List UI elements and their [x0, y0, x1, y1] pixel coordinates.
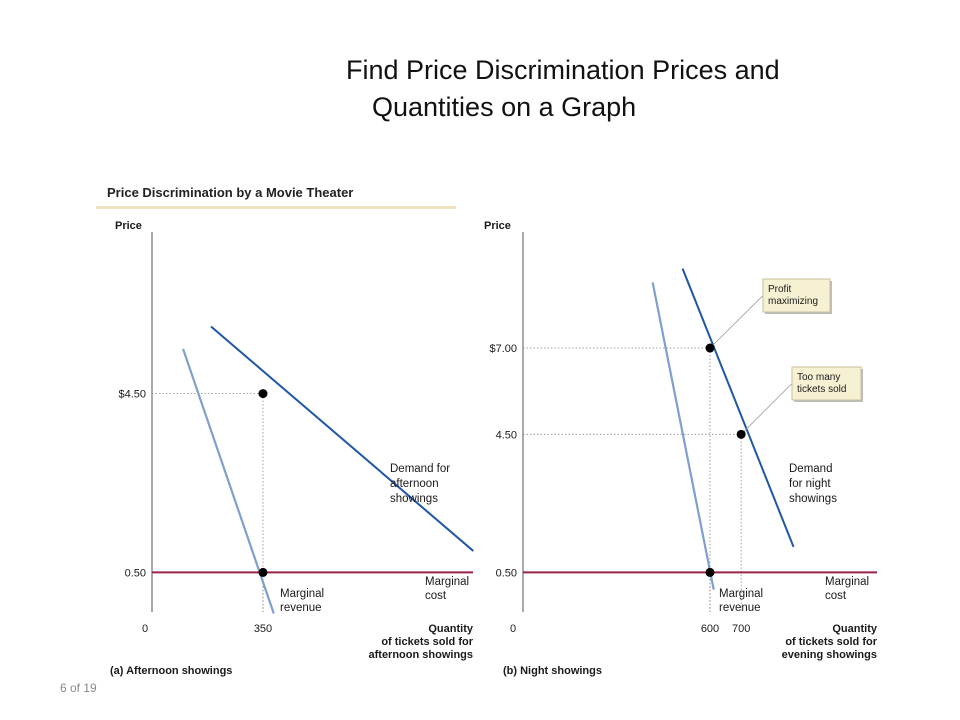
equilibrium-marker — [736, 429, 746, 439]
panel-label: (b) Night showings — [503, 665, 602, 677]
callout-leader — [709, 295, 764, 349]
x-axis-label: Quantity — [832, 623, 877, 635]
curve-label: Demand for — [390, 463, 450, 475]
callout-label: maximizing — [768, 296, 818, 307]
y-axis-label: Price — [115, 220, 142, 232]
x-axis-label: evening showings — [782, 649, 877, 661]
caption-underline — [96, 206, 456, 209]
y-tick-label: 4.50 — [496, 429, 517, 441]
curve-label: cost — [425, 590, 447, 602]
marginal-revenue-curve — [651, 282, 715, 590]
curve-label: Marginal — [280, 588, 324, 600]
callout-leader — [740, 383, 793, 435]
curve-label: Marginal — [825, 576, 869, 588]
origin-label: 0 — [142, 623, 148, 635]
equilibrium-marker — [705, 343, 715, 353]
y-axis-label: Price — [484, 220, 511, 232]
curve-label: Demand — [789, 463, 832, 475]
x-axis-label: of tickets sold for — [785, 636, 877, 648]
curve-label: Marginal — [425, 576, 469, 588]
x-tick-label: 700 — [732, 623, 750, 635]
y-tick-label: $7.00 — [489, 343, 517, 355]
slide-title-line-1: Find Price Discrimination Prices and — [346, 55, 780, 85]
demand-curve — [210, 325, 474, 552]
marginal-revenue-curve — [182, 348, 275, 614]
curve-label: cost — [825, 590, 847, 602]
equilibrium-marker — [258, 389, 268, 399]
equilibrium-marker — [705, 567, 715, 577]
page-number: 6 of 19 — [60, 681, 97, 695]
y-tick-label: 0.50 — [496, 567, 517, 579]
curve-label: afternoon — [390, 478, 439, 490]
curve-label: showings — [789, 493, 837, 505]
x-axis-label: Quantity — [428, 623, 473, 635]
demand-curve — [681, 268, 795, 548]
callout-box — [762, 278, 831, 313]
x-axis-label: of tickets sold for — [381, 636, 473, 648]
curve-label: revenue — [280, 602, 322, 614]
slide-title-line-2: Quantities on a Graph — [372, 92, 637, 122]
y-tick-label: $4.50 — [118, 389, 146, 401]
x-tick-label: 350 — [254, 623, 272, 635]
callout-label: Profit — [768, 284, 792, 295]
curve-label: revenue — [719, 602, 761, 614]
callout-label: Too many — [797, 372, 840, 383]
slide-title: Find Price Discrimination Prices and Qua… — [300, 52, 860, 126]
callout-box — [791, 366, 862, 401]
y-tick-label: 0.50 — [125, 567, 146, 579]
x-tick-label: 600 — [701, 623, 719, 635]
curve-label: for night — [789, 478, 831, 490]
curve-label: Marginal — [719, 588, 763, 600]
panel-label: (a) Afternoon showings — [110, 665, 232, 677]
curve-label: showings — [390, 493, 438, 505]
figure-caption: Price Discrimination by a Movie Theater — [107, 185, 354, 200]
x-axis-label: afternoon showings — [369, 649, 474, 661]
callout-label: tickets sold — [797, 384, 846, 395]
origin-label: 0 — [510, 623, 516, 635]
equilibrium-marker — [258, 567, 268, 577]
